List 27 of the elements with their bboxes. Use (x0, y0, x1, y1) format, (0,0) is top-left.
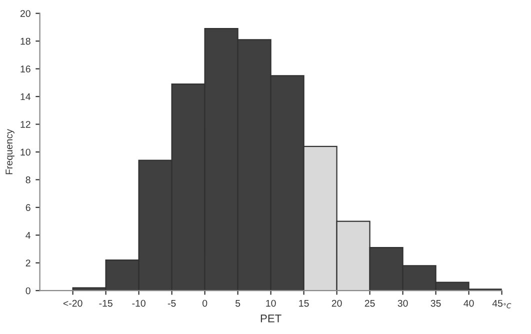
y-tick-label: 16 (20, 66, 30, 72)
x-tick-label: <-20 (63, 300, 82, 307)
x-tick-label: 45$_{°C}$ (492, 300, 512, 308)
y-tick-label: 18 (20, 38, 30, 45)
x-tick-label: 5 (236, 300, 240, 307)
x-tick-label: 20 (332, 300, 342, 307)
y-tick-label: 12 (20, 120, 30, 128)
y-tick-label: 6 (26, 204, 30, 212)
y-axis-title: Frequency (6, 129, 14, 174)
x-tick-label: 15 (299, 300, 309, 307)
x-tick-label: 25 (364, 300, 375, 307)
y-tick-label: 14 (20, 93, 31, 100)
x-tick-label: 10 (266, 300, 276, 307)
y-tick-label: 10 (20, 148, 30, 156)
y-tick-label: 4 (26, 232, 31, 239)
x-tick-label: 0 (202, 300, 208, 307)
x-axis-title: PET (260, 314, 282, 322)
y-tick-label: 0 (26, 287, 30, 294)
y-tick-label: 2 (26, 260, 30, 266)
x-tick-label: 30 (398, 300, 408, 307)
x-tick-label: 35 (430, 300, 441, 307)
y-tick-label: 20 (20, 10, 30, 17)
x-tick-label: -5 (168, 300, 176, 307)
y-tick-label: 8 (26, 176, 30, 184)
x-tick-label: 40 (464, 300, 474, 307)
x-tick-label: -10 (132, 300, 146, 307)
x-tick-label: -15 (99, 300, 112, 307)
